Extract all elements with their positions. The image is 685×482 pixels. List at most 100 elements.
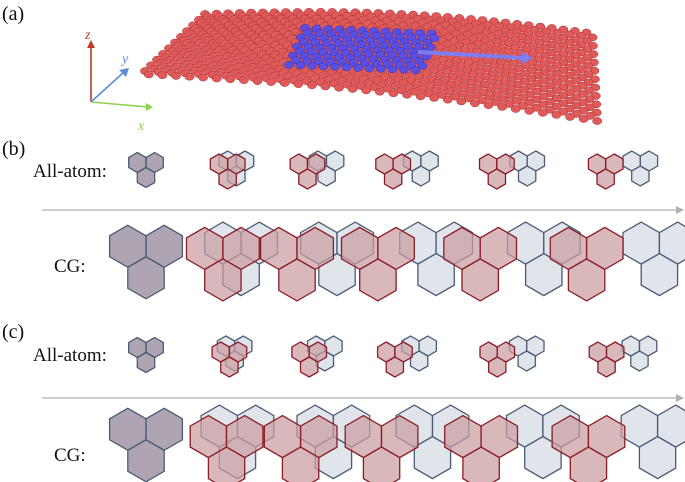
blue-hexagon-flake-icon <box>517 165 537 187</box>
z-axis-label: z <box>84 28 91 43</box>
blue-hexagon-flake-icon <box>411 165 431 187</box>
red-hexagon-flake-icon <box>218 168 237 190</box>
red-hexagon-flake-icon <box>383 168 403 190</box>
sheet-atom <box>334 83 344 92</box>
red-hexagon-flake-icon <box>281 446 320 482</box>
y-axis <box>90 71 125 103</box>
sheet-atom <box>431 86 441 95</box>
sheet-atom <box>239 76 249 84</box>
red-hexagon-flake-icon <box>462 446 500 482</box>
sheet-atom <box>524 106 535 115</box>
flake-atom <box>410 66 421 75</box>
blue-hexagon-flake-icon <box>640 252 679 297</box>
sheet-atom <box>347 85 358 93</box>
sheet-atom <box>592 117 603 125</box>
panel-c-allatom-label: All-atom: <box>33 345 107 366</box>
sheet-atom <box>470 99 480 108</box>
sheet-atom <box>409 87 420 96</box>
sheet-atom <box>388 89 399 98</box>
red-hexagon-flake-icon <box>278 258 316 302</box>
blue-hexagon-flake-icon <box>517 350 537 372</box>
sheet-atom <box>374 87 385 96</box>
red-hexagon-flake-icon <box>569 446 608 482</box>
flake-atom <box>330 62 340 71</box>
y-axis-label: y <box>120 52 129 67</box>
flake-atom <box>399 65 409 74</box>
overlap-hexagon-flake-icon <box>136 351 156 374</box>
sheet-atom <box>293 80 304 88</box>
blue-hexagon-flake-icon <box>638 435 677 480</box>
sheet-atom <box>423 89 434 98</box>
x-axis-label: x <box>137 119 145 134</box>
sheet-atom <box>483 101 494 109</box>
sheet-atom <box>225 75 236 84</box>
red-hexagon-flake-icon <box>487 356 507 378</box>
sheet-atom <box>456 97 467 106</box>
sheet-atom <box>538 108 548 117</box>
sheet-atom <box>320 82 331 91</box>
red-hexagon-flake-icon <box>567 258 606 302</box>
panel-b-cg-snapshots <box>108 221 685 302</box>
blue-hexagon-flake-icon <box>630 350 649 372</box>
panel-a-label: (a) <box>2 3 24 25</box>
sheet-atom <box>402 90 412 99</box>
sheet-atom <box>307 81 317 90</box>
flake-atom <box>376 64 386 73</box>
overlap-hexagon-flake-icon <box>127 256 165 300</box>
flake-atom <box>295 61 306 70</box>
sheet-atom <box>252 77 263 85</box>
red-hexagon-flake-icon <box>207 446 246 482</box>
sheet-atom <box>565 113 575 121</box>
panel-c-label: (c) <box>2 321 24 343</box>
axis-triad-icon: z y x <box>84 28 153 134</box>
flake-atom <box>307 61 317 70</box>
moving-flake <box>284 24 440 75</box>
sheet-atom <box>211 74 222 83</box>
sheet-atom <box>198 73 208 82</box>
panel-c-cg-label: CG: <box>54 445 86 466</box>
time-arrowhead <box>676 206 684 214</box>
sheet-atom <box>578 115 589 123</box>
sheet-atom <box>551 110 562 119</box>
panel-c: (c) All-atom: CG: <box>2 321 685 482</box>
flake-atom <box>353 63 363 72</box>
sheet-atom <box>266 78 276 86</box>
sheet-atom <box>442 95 453 104</box>
y-axis-arrowhead <box>119 68 129 77</box>
red-hexagon-flake-icon <box>298 168 317 190</box>
panel-b-allatom-snapshots <box>128 150 659 190</box>
panel-b-label: (b) <box>2 138 25 160</box>
sheet-atom <box>438 83 449 92</box>
flake-atom <box>429 34 440 42</box>
sheet-atom <box>497 103 507 111</box>
sheet-atom <box>171 72 181 80</box>
red-hexagon-flake-icon <box>362 446 401 482</box>
time-arrowhead <box>676 394 684 402</box>
panel-c-cg-snapshots <box>108 404 685 482</box>
x-axis <box>90 101 149 108</box>
flake-atom <box>284 60 294 69</box>
flake-atom <box>417 61 428 70</box>
sheet-atom <box>425 81 436 90</box>
sheet-atom <box>279 79 290 87</box>
blue-hexagon-flake-icon <box>631 165 650 187</box>
panel-b: (b) All-atom: CG: <box>2 138 685 302</box>
overlap-hexagon-flake-icon <box>136 166 156 189</box>
sheet-atom <box>432 78 443 87</box>
blue-hexagon-flake-icon <box>409 350 429 372</box>
flake-atom <box>318 62 329 71</box>
sheet-atom <box>429 94 439 102</box>
sheet-atom <box>143 70 154 79</box>
red-hexagon-flake-icon <box>597 356 616 378</box>
sheet-atom <box>510 105 521 113</box>
flake-atom <box>364 64 375 73</box>
panel-a: (a) z y x <box>2 3 603 134</box>
red-hexagon-flake-icon <box>220 356 239 378</box>
sheet-atom <box>417 84 428 93</box>
red-hexagon-flake-icon <box>487 168 507 190</box>
panel-b-cg-label: CG: <box>54 256 86 277</box>
flake-atom <box>341 63 352 72</box>
red-hexagon-flake-icon <box>299 356 319 378</box>
red-hexagon-flake-icon <box>461 258 500 302</box>
red-hexagon-flake-icon <box>204 258 242 302</box>
